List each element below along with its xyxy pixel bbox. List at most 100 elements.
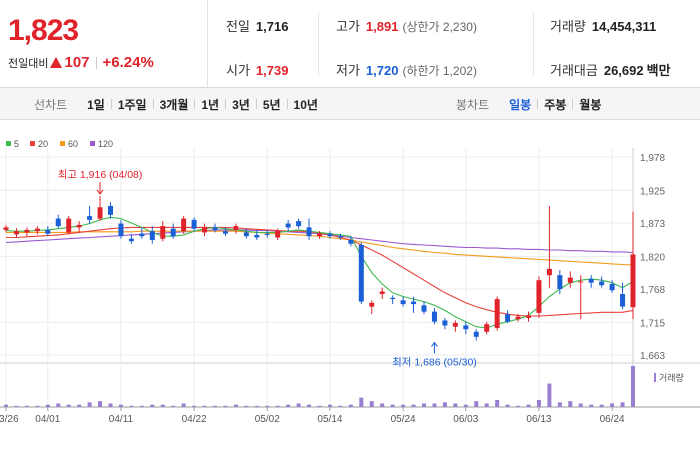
- candle-body: [202, 227, 208, 233]
- min-annotation: 최저 1,686 (05/30): [392, 357, 477, 369]
- volume-bar: [181, 403, 186, 407]
- volume-bar: [87, 402, 92, 407]
- candle-body: [55, 218, 61, 227]
- candle-daily[interactable]: 일봉: [509, 97, 532, 112]
- candle-body: [473, 331, 479, 337]
- max-arrow-icon: [96, 181, 104, 195]
- volume-bar: [495, 399, 500, 407]
- candle-body: [128, 238, 134, 242]
- candle-body: [358, 245, 364, 302]
- candle-body: [149, 231, 155, 240]
- period-3m[interactable]: 3개월: [159, 97, 189, 112]
- volume-bar: [526, 404, 531, 407]
- candle-body: [254, 234, 260, 238]
- candle-body: [599, 281, 605, 286]
- volume-bar: [14, 405, 19, 407]
- x-tick-label: 04/11: [109, 414, 134, 425]
- y-tick-label: 1,663: [640, 351, 665, 362]
- stat-label: 저가: [336, 63, 360, 78]
- divider: [95, 56, 97, 69]
- candle-body: [546, 268, 552, 276]
- candle-body: [348, 239, 354, 244]
- volume-bar: [307, 404, 312, 407]
- legend-label-5: 5: [14, 139, 19, 149]
- volume-bar: [578, 403, 583, 407]
- volume-bar: [150, 404, 155, 407]
- candle-body: [76, 224, 82, 228]
- legend-label-120: 120: [98, 139, 113, 149]
- candle-weekly[interactable]: 주봉: [544, 97, 567, 112]
- candle-body: [108, 206, 113, 215]
- candle-body: [181, 218, 187, 232]
- volume-bar: [568, 401, 573, 407]
- volume-bar: [557, 402, 562, 407]
- volume-bar: [45, 404, 50, 407]
- volume-bar: [463, 404, 468, 407]
- x-tick-label: 05/02: [255, 414, 280, 425]
- volume-bar: [139, 405, 144, 407]
- stat-value: 1,739: [255, 63, 289, 78]
- candle-body: [630, 254, 636, 308]
- candle-body: [484, 324, 490, 332]
- period-1w[interactable]: 1주일: [117, 97, 147, 112]
- candle-body: [3, 227, 9, 230]
- period-1d[interactable]: 1일: [87, 97, 105, 112]
- line-chart-title: 선차트: [34, 97, 68, 112]
- candle-body: [442, 320, 448, 326]
- candle-body: [24, 229, 30, 233]
- volume-bar: [286, 404, 291, 407]
- stat-low: 저가 1,720 (하한가 1,202): [336, 60, 477, 79]
- period-5y[interactable]: 5년: [262, 97, 281, 112]
- x-tick-label: 04/22: [182, 414, 207, 425]
- volume-bar: [98, 401, 103, 407]
- stat-value: 26,692: [603, 63, 644, 78]
- divider: [255, 99, 257, 109]
- candle-body: [170, 228, 176, 237]
- y-tick-label: 1,873: [640, 219, 665, 230]
- volume-bar: [547, 383, 552, 407]
- volume-bar: [233, 404, 238, 407]
- legend-swatch-5: [6, 141, 11, 146]
- volume-bar: [192, 405, 197, 407]
- candle-body: [97, 207, 103, 219]
- volume-bar: [359, 397, 364, 407]
- candle-body: [369, 302, 375, 307]
- x-tick-label: 06/13: [526, 414, 551, 425]
- candle-body: [526, 315, 531, 318]
- divider: [194, 99, 196, 109]
- period-10y[interactable]: 10년: [293, 97, 318, 112]
- legend-label-20: 20: [38, 139, 48, 149]
- candle-body: [505, 314, 511, 322]
- stock-chart[interactable]: 5 20 60 120 1,978 1,925 1,873 1,820 1,768 1,715 1,…: [0, 120, 700, 450]
- y-tick-label: 1,978: [640, 153, 665, 164]
- volume-bar: [442, 402, 447, 407]
- candle-chart-periods: 봉차트 일봉 주봉 월봉: [456, 88, 607, 120]
- candle-body: [337, 236, 343, 238]
- divider: [152, 99, 154, 109]
- volume-bar: [118, 404, 123, 407]
- candle-body: [160, 226, 166, 239]
- volume-bar: [631, 366, 635, 407]
- legend-label-60: 60: [68, 139, 78, 149]
- volume-bar: [223, 405, 228, 407]
- candle-body: [411, 301, 417, 305]
- change-label: 전일대비: [8, 57, 49, 70]
- candle-body: [567, 277, 573, 283]
- chart-toolbar: 선차트 1일 1주일 3개월 1년 3년 5년 10년 봉차트 일봉 주봉 월봉: [0, 88, 700, 120]
- stat-high: 고가 1,891 (상한가 2,230): [336, 16, 477, 35]
- candle-body: [379, 291, 385, 295]
- period-1y[interactable]: 1년: [201, 97, 220, 112]
- period-3y[interactable]: 3년: [232, 97, 250, 112]
- candle-body: [421, 305, 427, 312]
- candle-monthly[interactable]: 월봉: [579, 97, 602, 112]
- candle-body: [431, 311, 437, 322]
- volume-bar: [66, 404, 71, 407]
- volume-bar: [213, 405, 217, 407]
- volume-bar: [35, 405, 40, 407]
- volume-bar: [24, 405, 29, 407]
- candle-body: [390, 297, 396, 300]
- volume-bar: [254, 405, 259, 407]
- candle-body: [588, 278, 594, 283]
- y-tick-label: 1,820: [640, 252, 665, 263]
- candle-body: [34, 228, 40, 232]
